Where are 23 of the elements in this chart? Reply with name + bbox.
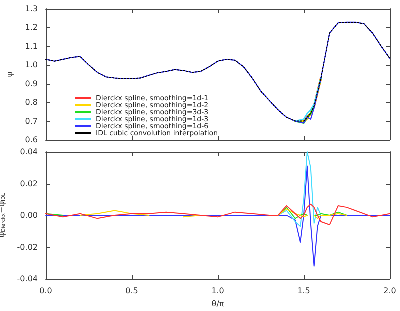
- y-tick-label: 0.7: [25, 116, 38, 126]
- y-tick-label: 0.6: [25, 136, 38, 144]
- y-tick-label: 0.8: [25, 98, 38, 108]
- line-series: [278, 152, 322, 228]
- y-tick-label: 0.04: [20, 148, 38, 156]
- x-tick-label: 0.5: [126, 286, 138, 296]
- x-tick-label: 1.5: [298, 286, 310, 296]
- x-tick-label: 2.0: [384, 286, 396, 296]
- y-tick-label: 1.0: [25, 60, 38, 70]
- x-tick-label: 0.0: [40, 286, 52, 296]
- y-tick-label: -0.04: [17, 274, 38, 284]
- y-tick-label: 0.02: [20, 179, 38, 188]
- line-series: [46, 166, 390, 267]
- y-tick-label: 1.3: [25, 4, 38, 14]
- y-tick-label: 1.1: [25, 42, 38, 51]
- x-tick-label: 1.0: [212, 286, 224, 296]
- y-axis-title: ψ: [5, 72, 14, 78]
- y-tick-label: 0.9: [25, 79, 38, 88]
- line-series: [46, 204, 390, 226]
- y-tick-label: 0.00: [20, 211, 38, 220]
- x-axis-title: θ/π: [212, 299, 224, 308]
- y-tick-label: 1.2: [25, 23, 38, 32]
- y-tick-label: -0.02: [17, 242, 38, 252]
